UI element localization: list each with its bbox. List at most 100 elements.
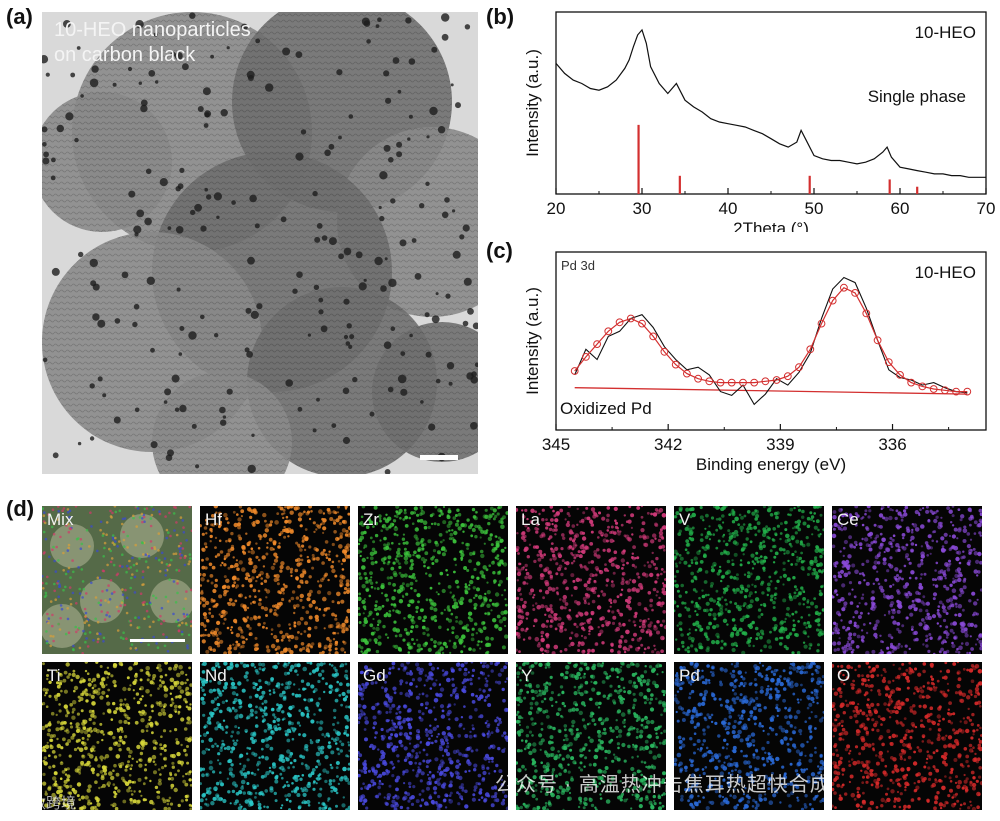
eds-signal-dot — [286, 685, 291, 690]
eds-signal-dot — [250, 549, 255, 555]
eds-signal-dot — [314, 614, 319, 620]
eds-signal-dot — [390, 603, 394, 606]
eds-signal-dot — [807, 635, 810, 638]
eds-signal-dot — [341, 803, 346, 808]
eds-signal-dot — [346, 587, 350, 592]
eds-signal-dot — [154, 722, 158, 725]
mix-dot — [42, 507, 44, 510]
eds-signal-dot — [295, 558, 299, 562]
eds-signal-dot — [843, 512, 849, 517]
eds-signal-dot — [42, 687, 47, 692]
mix-dot — [111, 541, 115, 545]
eds-map-label: Zr — [363, 510, 380, 529]
eds-signal-dot — [785, 634, 791, 640]
eds-signal-dot — [533, 593, 536, 597]
eds-signal-dot — [237, 534, 241, 538]
eds-signal-dot — [252, 600, 255, 604]
nanoparticle — [134, 407, 140, 413]
eds-signal-dot — [485, 636, 490, 641]
eds-signal-dot — [224, 527, 229, 532]
mix-dot — [147, 615, 150, 618]
eds-signal-dot — [327, 744, 332, 749]
eds-signal-dot — [911, 523, 914, 526]
xps-fit-marker — [604, 327, 613, 336]
eds-signal-dot — [745, 614, 749, 619]
eds-signal-dot — [65, 709, 69, 712]
eds-map-canvas — [42, 506, 192, 654]
eds-signal-dot — [145, 729, 149, 733]
mix-dot — [122, 530, 125, 534]
eds-signal-dot — [334, 651, 339, 654]
eds-signal-dot — [46, 674, 49, 677]
eds-signal-dot — [428, 598, 432, 602]
eds-signal-dot — [232, 739, 235, 742]
eds-signal-dot — [290, 664, 295, 670]
eds-signal-dot — [410, 575, 414, 579]
eds-signal-dot — [550, 620, 553, 623]
eds-signal-dot — [260, 577, 263, 580]
eds-signal-dot — [257, 546, 261, 550]
eds-signal-dot — [451, 631, 455, 634]
eds-signal-dot — [792, 623, 796, 628]
eds-signal-dot — [894, 516, 898, 521]
eds-signal-dot — [590, 523, 595, 527]
eds-signal-dot — [551, 616, 554, 619]
eds-signal-dot — [801, 515, 805, 519]
eds-signal-dot — [577, 611, 581, 615]
eds-signal-dot — [690, 561, 694, 565]
eds-signal-dot — [860, 638, 864, 642]
eds-signal-dot — [188, 778, 192, 782]
eds-signal-dot — [849, 543, 854, 548]
eds-signal-dot — [952, 631, 955, 635]
eds-signal-dot — [169, 685, 175, 690]
eds-signal-dot — [210, 530, 213, 533]
eds-signal-dot — [68, 754, 72, 758]
eds-signal-dot — [301, 568, 307, 574]
eds-signal-dot — [269, 546, 274, 551]
eds-signal-dot — [919, 577, 923, 580]
eds-signal-dot — [135, 692, 140, 696]
eds-signal-dot — [640, 506, 644, 508]
nanoparticle — [265, 83, 274, 92]
eds-signal-dot — [110, 674, 114, 678]
eds-signal-dot — [640, 515, 644, 519]
eds-signal-dot — [328, 648, 332, 652]
eds-signal-dot — [445, 645, 449, 649]
eds-signal-dot — [521, 509, 524, 512]
eds-signal-dot — [645, 630, 649, 634]
eds-signal-dot — [360, 638, 365, 643]
eds-signal-dot — [340, 703, 343, 707]
eds-signal-dot — [107, 731, 111, 735]
eds-signal-dot — [699, 515, 704, 520]
eds-signal-dot — [864, 602, 868, 606]
eds-signal-dot — [973, 624, 978, 628]
eds-signal-dot — [976, 574, 979, 577]
eds-signal-dot — [874, 623, 878, 628]
eds-signal-dot — [815, 519, 820, 524]
eds-signal-dot — [332, 708, 337, 713]
mix-dot — [150, 506, 153, 508]
eds-signal-dot — [322, 613, 326, 617]
eds-signal-dot — [426, 633, 430, 637]
eds-signal-dot — [619, 593, 623, 597]
eds-signal-dot — [872, 565, 877, 570]
eds-signal-dot — [361, 652, 365, 654]
eds-signal-dot — [874, 555, 879, 560]
eds-signal-dot — [582, 596, 587, 601]
eds-signal-dot — [588, 632, 591, 636]
eds-signal-dot — [640, 528, 645, 533]
xps-y-axis-label: Intensity (a.u.) — [523, 287, 542, 395]
eds-signal-dot — [403, 556, 409, 561]
eds-signal-dot — [564, 561, 567, 565]
eds-signal-dot — [816, 649, 820, 653]
mix-dot — [134, 647, 138, 650]
eds-signal-dot — [645, 608, 649, 612]
nanoparticle — [343, 334, 349, 340]
eds-signal-dot — [491, 512, 495, 516]
eds-signal-dot — [937, 524, 942, 530]
eds-signal-dot — [606, 506, 611, 510]
eds-signal-dot — [706, 637, 710, 641]
eds-signal-dot — [801, 589, 805, 593]
mix-dot — [65, 524, 68, 527]
eds-signal-dot — [617, 650, 621, 654]
